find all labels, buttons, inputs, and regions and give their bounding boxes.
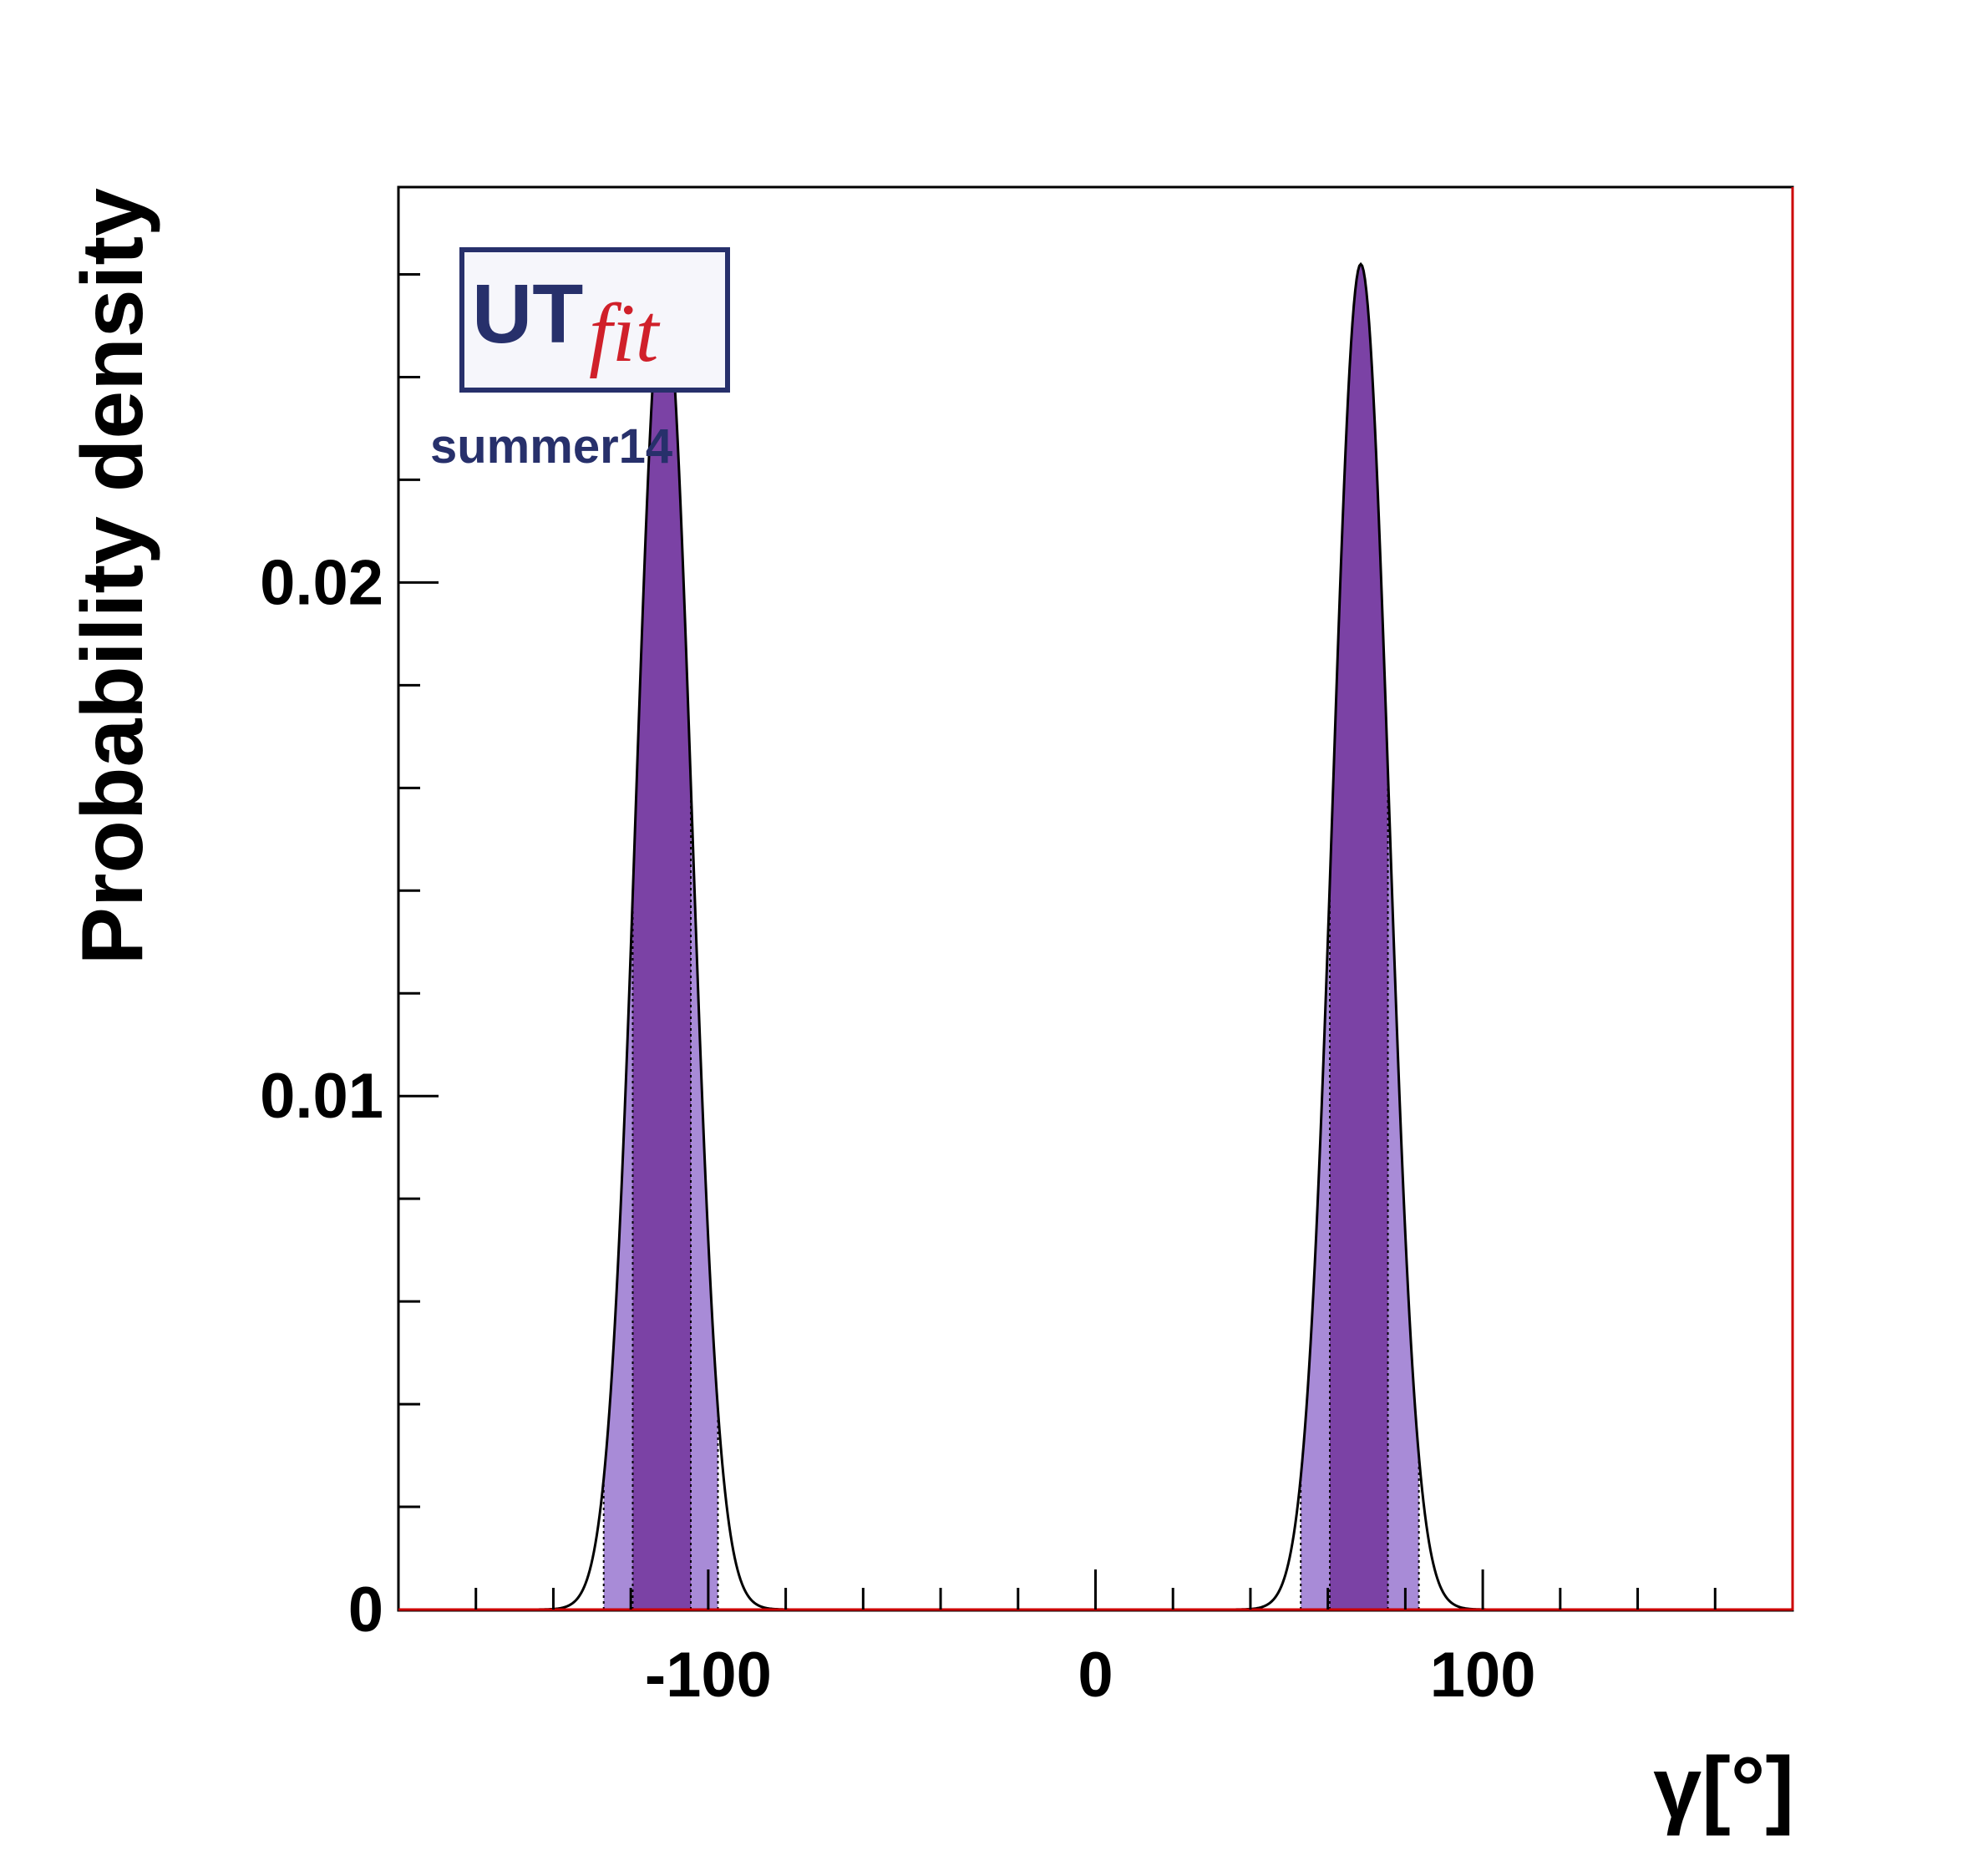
logo-fit-text: fit xyxy=(589,286,661,379)
peak-1-68-band xyxy=(632,284,692,1610)
x-tick-labels: -100 0 100 xyxy=(645,1640,1536,1711)
y-ticks xyxy=(398,273,439,1508)
peak-fills xyxy=(602,264,1420,1610)
x-tick-label: -100 xyxy=(645,1640,772,1711)
y-tick-label: 0.02 xyxy=(260,547,383,618)
x-ticks xyxy=(474,1569,1717,1610)
logo-frame xyxy=(459,247,730,393)
peak-2-68-band xyxy=(1329,264,1388,1610)
utfit-logo: UT fit summer14 xyxy=(430,247,730,474)
logo-subtitle: summer14 xyxy=(430,419,672,474)
y-axis-title: Probability density xyxy=(64,188,161,966)
x-axis-title: γ[°] xyxy=(1653,1740,1794,1837)
x-tick-label: 0 xyxy=(1078,1640,1113,1711)
x-tick-label: 100 xyxy=(1430,1640,1536,1711)
y-tick-labels: 0 0.01 0.02 xyxy=(260,547,383,1645)
plot-frame xyxy=(397,185,1794,1612)
y-tick-label: 0.01 xyxy=(260,1061,383,1132)
logo-ut-text: UT xyxy=(472,267,583,361)
y-tick-label: 0 xyxy=(348,1574,383,1645)
